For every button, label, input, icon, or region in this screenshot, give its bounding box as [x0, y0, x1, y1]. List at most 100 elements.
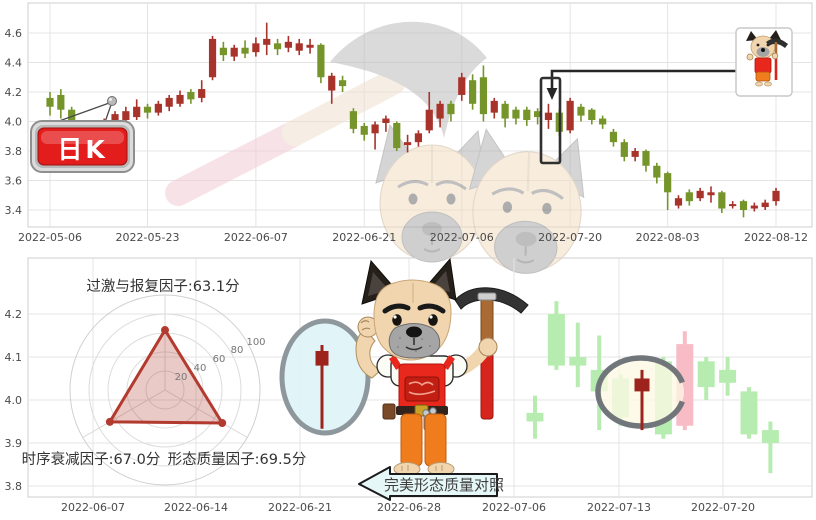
- y-tick-label: 3.6: [5, 175, 23, 188]
- candle-body: [588, 109, 596, 121]
- candle-body: [414, 133, 423, 143]
- tool-pouch: [382, 403, 396, 420]
- mascot-mouth: [405, 338, 423, 351]
- nail-icon: [107, 96, 117, 106]
- y-tick-label: 3.4: [5, 204, 23, 217]
- candle-body: [154, 103, 162, 113]
- pattern-ellipse-reference: [279, 318, 371, 436]
- x-tick-label: 2022-06-21: [332, 231, 396, 244]
- candle-body: [718, 192, 726, 209]
- candle-body: [479, 77, 488, 115]
- candle-body: [393, 122, 401, 149]
- arrow-left-banner-icon: [358, 466, 498, 501]
- candle-body: [360, 125, 368, 135]
- candle-body: [653, 165, 661, 178]
- candle-body: [534, 111, 542, 118]
- candle-body: [523, 109, 531, 121]
- candle-body: [490, 100, 498, 113]
- candle-body: [750, 205, 758, 209]
- faded-candle-body: [761, 430, 779, 443]
- candle-body: [469, 80, 477, 104]
- y-tick-label: 3.8: [5, 480, 23, 493]
- arrow-down-icon: [546, 88, 558, 100]
- faded-candle-body: [547, 314, 565, 366]
- radar-ring-label: 40: [194, 363, 207, 374]
- candle-body: [241, 47, 249, 54]
- pocket-doodle: [408, 381, 436, 396]
- candle-body: [447, 103, 455, 115]
- candle-body: [739, 201, 748, 210]
- faded-candle-body: [697, 361, 715, 388]
- y-tick-label: 4.0: [5, 394, 23, 407]
- radar-ring-label: 100: [246, 337, 265, 348]
- overall-straps: [389, 355, 455, 370]
- x-tick-label: 2022-06-21: [268, 501, 332, 514]
- candle-body: [133, 106, 141, 118]
- eye-glint: [429, 315, 433, 319]
- candle-body: [328, 75, 336, 91]
- candle-body: [674, 198, 683, 206]
- candle-body: [295, 43, 303, 51]
- y-tick-label: 4.2: [5, 86, 23, 99]
- candle-body: [317, 44, 325, 78]
- banner-arrow: 完美形态质量对照: [358, 466, 504, 501]
- mini-mascot-card: [735, 27, 793, 97]
- callout-line: [550, 69, 738, 90]
- radar-ring-label: 20: [175, 372, 188, 383]
- mascot-flexed-arm: [355, 328, 382, 379]
- top-chart-panel: 4.6 4.4 4.2 4.0 3.8 3.6 3.4 2022-05-06 2022-05-2…: [5, 2, 813, 274]
- x-tick-label: 2022-05-23: [116, 231, 180, 244]
- candle-body: [685, 192, 693, 202]
- pants-leg: [424, 413, 447, 467]
- faded-candle-body: [719, 369, 737, 383]
- x-tick-label: 2022-07-20: [691, 501, 755, 514]
- highlight-candle-body: [634, 378, 650, 392]
- x-tick-label: 2022-07-06: [430, 231, 494, 244]
- top-axis-labels: 4.6 4.4 4.2 4.0 3.8 3.6 3.4 2022-05-06 2022-05-2…: [5, 27, 808, 244]
- faded-candle-body: [740, 391, 758, 435]
- period-badge: 日K: [57, 135, 107, 164]
- candle-body: [544, 112, 553, 121]
- callout: [539, 69, 738, 165]
- candle-body: [642, 151, 650, 166]
- x-tick-label: 2022-08-12: [744, 231, 808, 244]
- x-tick-label: 2022-06-07: [224, 231, 288, 244]
- reference-hammer-candle: [315, 344, 329, 429]
- candle-body: [143, 106, 152, 113]
- candle-body: [208, 38, 217, 78]
- radar-ring-label: 80: [231, 345, 244, 356]
- candle-body: [664, 173, 672, 193]
- eye-glint: [393, 315, 397, 319]
- candle-body: [729, 204, 737, 207]
- candle-body: [761, 202, 769, 208]
- bottom-chart-panel: 20 40 60 80 100 过激与报复因子:63.1分 时序衰减因子:67.…: [5, 257, 813, 514]
- candle-body: [501, 103, 509, 119]
- watermark-dog-head: [468, 128, 585, 274]
- radar-ring-label: 60: [213, 354, 226, 365]
- candle-body: [198, 89, 206, 98]
- mascot-nose: [406, 326, 422, 338]
- candle-body: [512, 109, 520, 119]
- candle-body: [273, 43, 282, 50]
- radar-vertex-dot: [161, 326, 169, 335]
- candle-body: [349, 111, 358, 129]
- x-tick-label: 2022-05-06: [18, 231, 82, 244]
- mascot-dog: [355, 257, 529, 476]
- candle-body: [371, 124, 379, 134]
- y-tick-label: 4.0: [5, 116, 23, 129]
- banner-label: 完美形态质量对照: [384, 476, 504, 494]
- sign-face: [37, 127, 128, 166]
- radar-chart: [69, 294, 261, 486]
- y-tick-label: 4.1: [5, 351, 23, 364]
- y-tick-label: 4.6: [5, 27, 23, 40]
- x-tick-label: 2022-06-14: [164, 501, 228, 514]
- radar-spoke: [164, 389, 248, 438]
- candle-body: [599, 118, 607, 125]
- candle-body: [436, 103, 444, 119]
- x-tick-label: 2022-07-13: [587, 501, 651, 514]
- x-tick-label: 2022-06-07: [61, 501, 125, 514]
- factor-label-bottom-right: 形态质量因子:69.5分: [168, 451, 307, 468]
- x-tick-label: 2022-07-06: [482, 501, 546, 514]
- candle-body: [458, 77, 466, 95]
